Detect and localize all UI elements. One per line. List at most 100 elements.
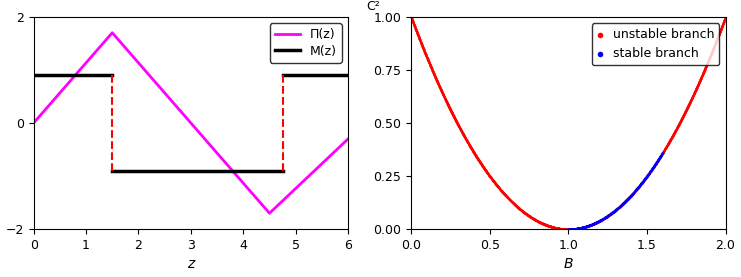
unstable branch xyxy=(448,115,460,119)
unstable branch xyxy=(532,219,544,223)
unstable branch xyxy=(408,23,420,28)
unstable branch xyxy=(529,217,541,222)
unstable branch xyxy=(604,212,616,216)
unstable branch xyxy=(661,143,673,147)
stable branch xyxy=(654,155,665,160)
stable branch xyxy=(622,196,634,201)
unstable branch xyxy=(561,227,573,231)
unstable branch xyxy=(412,32,424,36)
unstable branch xyxy=(678,112,690,116)
unstable branch xyxy=(484,174,496,179)
unstable branch xyxy=(519,210,531,215)
unstable branch xyxy=(575,225,587,230)
unstable branch xyxy=(696,74,708,78)
unstable branch xyxy=(414,38,426,43)
unstable branch xyxy=(492,184,504,189)
unstable branch xyxy=(590,220,602,225)
unstable branch xyxy=(645,168,657,172)
unstable branch xyxy=(631,187,642,191)
unstable branch xyxy=(591,220,602,224)
unstable branch xyxy=(625,193,637,198)
unstable branch xyxy=(679,109,691,113)
stable branch xyxy=(576,225,588,230)
unstable branch xyxy=(536,221,548,225)
unstable branch xyxy=(602,213,614,217)
unstable branch xyxy=(471,154,482,158)
unstable branch xyxy=(594,218,606,223)
stable branch xyxy=(636,180,648,184)
unstable branch xyxy=(562,227,574,231)
stable branch xyxy=(639,177,651,182)
unstable branch xyxy=(595,218,607,222)
stable branch xyxy=(648,163,660,167)
unstable branch xyxy=(688,93,700,97)
unstable branch xyxy=(514,207,526,212)
unstable branch xyxy=(416,43,428,47)
unstable branch xyxy=(508,201,519,206)
unstable branch xyxy=(674,121,685,126)
unstable branch xyxy=(612,206,624,210)
unstable branch xyxy=(688,91,700,95)
unstable branch xyxy=(572,226,584,231)
unstable branch xyxy=(599,216,611,220)
unstable branch xyxy=(433,85,445,89)
unstable branch xyxy=(537,221,549,226)
unstable branch xyxy=(536,221,548,225)
unstable branch xyxy=(416,43,428,48)
unstable branch xyxy=(478,165,490,170)
unstable branch xyxy=(654,156,665,160)
unstable branch xyxy=(641,174,653,178)
unstable branch xyxy=(641,174,653,178)
stable branch xyxy=(563,227,575,231)
stable branch xyxy=(635,182,647,186)
stable branch xyxy=(640,175,652,179)
unstable branch xyxy=(426,68,438,72)
unstable branch xyxy=(583,223,595,228)
unstable branch xyxy=(566,227,578,231)
unstable branch xyxy=(481,170,493,175)
unstable branch xyxy=(669,129,681,133)
unstable branch xyxy=(665,135,677,140)
unstable branch xyxy=(521,212,533,217)
unstable branch xyxy=(579,225,591,229)
unstable branch xyxy=(576,225,588,230)
stable branch xyxy=(631,186,643,190)
stable branch xyxy=(575,225,587,230)
unstable branch xyxy=(459,136,471,141)
unstable branch xyxy=(560,227,572,231)
unstable branch xyxy=(611,207,622,211)
unstable branch xyxy=(661,143,673,148)
unstable branch xyxy=(473,158,485,162)
stable branch xyxy=(576,225,588,230)
unstable branch xyxy=(592,219,604,224)
unstable branch xyxy=(510,203,522,207)
unstable branch xyxy=(718,19,730,24)
unstable branch xyxy=(488,179,499,184)
unstable branch xyxy=(669,129,681,134)
stable branch xyxy=(585,222,597,227)
unstable branch xyxy=(656,152,668,156)
unstable branch xyxy=(540,223,552,227)
unstable branch xyxy=(511,204,522,208)
unstable branch xyxy=(446,111,458,116)
stable branch xyxy=(638,178,650,182)
unstable branch xyxy=(514,207,526,211)
X-axis label: B: B xyxy=(564,257,573,271)
unstable branch xyxy=(718,19,730,24)
stable branch xyxy=(585,223,597,227)
stable branch xyxy=(583,223,595,228)
unstable branch xyxy=(637,179,649,183)
unstable branch xyxy=(564,227,576,231)
unstable branch xyxy=(489,181,501,186)
unstable branch xyxy=(547,225,559,229)
stable branch xyxy=(573,226,585,230)
unstable branch xyxy=(482,172,494,176)
unstable branch xyxy=(466,147,478,152)
unstable branch xyxy=(501,194,513,199)
unstable branch xyxy=(442,103,454,107)
unstable branch xyxy=(482,171,494,176)
unstable branch xyxy=(669,129,681,133)
unstable branch xyxy=(671,126,682,130)
unstable branch xyxy=(513,206,525,211)
unstable branch xyxy=(716,25,728,30)
